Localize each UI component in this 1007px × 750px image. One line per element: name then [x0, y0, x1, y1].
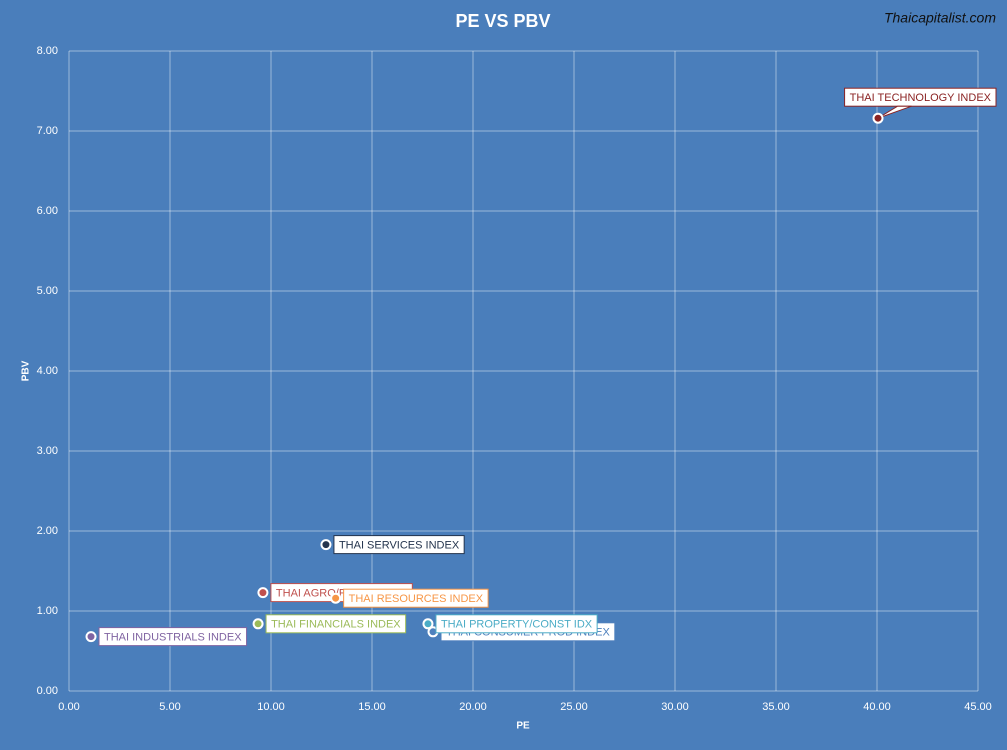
- label-box: [333, 535, 465, 555]
- data-label: THAI SERVICES INDEX: [333, 535, 465, 555]
- point: [257, 587, 269, 599]
- label-leader: [877, 105, 912, 119]
- point-label: THAI FINANCIALS INDEX: [271, 619, 401, 631]
- watermark: Thaicapitalist.com: [884, 10, 996, 26]
- x-tick-label: 0.00: [58, 701, 79, 713]
- point-label: THAI INDUSTRIALS INDEX: [104, 632, 242, 644]
- point-label: THAI RESOURCES INDEX: [349, 593, 484, 605]
- y-tick-label: 6.00: [37, 205, 58, 217]
- y-tick-label: 2.00: [37, 525, 58, 537]
- data-label: THAI TECHNOLOGY INDEX: [844, 87, 997, 119]
- label-box: [265, 614, 407, 634]
- x-tick-label: 20.00: [459, 701, 487, 713]
- point: [320, 539, 332, 551]
- x-tick-label: 30.00: [661, 701, 689, 713]
- label-box: [343, 588, 489, 608]
- label-box: [435, 614, 598, 634]
- label-box: [844, 87, 997, 107]
- y-tick-label: 1.00: [37, 605, 58, 617]
- point: [85, 631, 97, 643]
- point-label: THAI PROPERTY/CONST IDX: [441, 619, 593, 631]
- point: [422, 618, 434, 630]
- y-tick-label: 7.00: [37, 125, 58, 137]
- label-box: [98, 627, 248, 647]
- y-tick-label: 4.00: [37, 365, 58, 377]
- x-axis-title: PE: [516, 721, 530, 732]
- point: [330, 592, 342, 604]
- x-tick-label: 35.00: [762, 701, 790, 713]
- point-label: THAI SERVICES INDEX: [339, 540, 460, 552]
- x-tick-label: 25.00: [560, 701, 588, 713]
- data-label: THAI INDUSTRIALS INDEX: [98, 627, 248, 647]
- data-label: THAI RESOURCES INDEX: [343, 588, 489, 608]
- data-label: THAI PROPERTY/CONST IDX: [435, 614, 598, 634]
- point-label: THAI TECHNOLOGY INDEX: [850, 92, 992, 104]
- chart-title: PE VS PBV: [455, 11, 550, 31]
- x-tick-label: 40.00: [863, 701, 891, 713]
- point: [872, 112, 884, 124]
- y-tick-label: 0.00: [37, 685, 58, 697]
- x-tick-label: 15.00: [358, 701, 386, 713]
- y-tick-label: 5.00: [37, 285, 58, 297]
- data-label: THAI FINANCIALS INDEX: [265, 614, 407, 634]
- x-tick-label: 45.00: [964, 701, 992, 713]
- y-tick-label: 8.00: [37, 45, 58, 57]
- point: [252, 618, 264, 630]
- x-tick-label: 5.00: [159, 701, 180, 713]
- y-tick-label: 3.00: [37, 445, 58, 457]
- y-axis-title: PBV: [21, 360, 32, 381]
- x-tick-label: 10.00: [257, 701, 285, 713]
